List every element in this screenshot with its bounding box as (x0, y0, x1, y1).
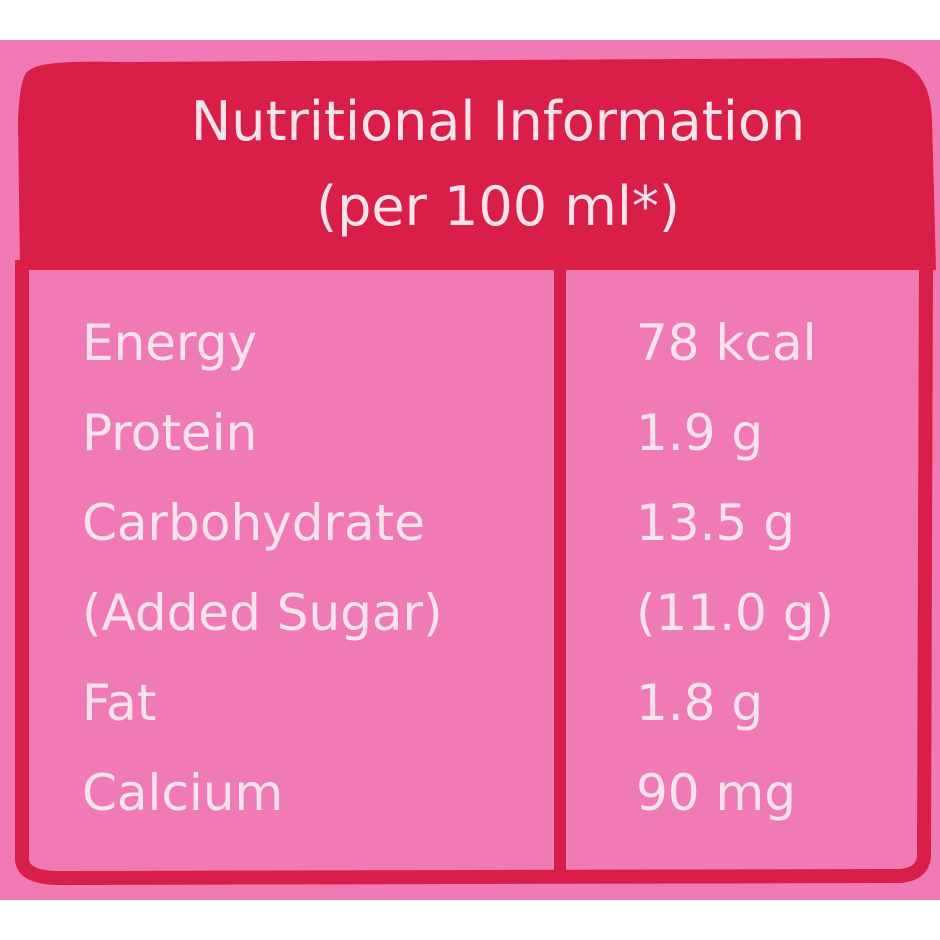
nutrient-amount: 13.5 g (636, 494, 795, 552)
subtitle: (per 100 ml*) (316, 175, 680, 238)
title: Nutritional Information (191, 90, 805, 153)
rows: Energy 78 kcal Protein 1.9 g Carbohydrate 13.… (82, 314, 834, 822)
nutrient-name: Energy (82, 314, 257, 372)
nutrient-name: Carbohydrate (82, 494, 425, 552)
nutrient-amount: (11.0 g) (636, 584, 834, 642)
nutrient-amount: 78 kcal (636, 314, 817, 372)
nutrient-amount: 1.9 g (636, 404, 763, 462)
nutrient-name: Protein (82, 404, 257, 462)
nutrient-name: (Added Sugar) (82, 584, 443, 642)
nutrient-amount: 1.8 g (636, 674, 763, 732)
header-band (18, 58, 936, 270)
nutrient-name: Fat (82, 674, 156, 732)
table-border (15, 259, 933, 886)
nutrient-amount: 90 mg (636, 764, 796, 822)
nutrient-name: Calcium (82, 764, 283, 822)
